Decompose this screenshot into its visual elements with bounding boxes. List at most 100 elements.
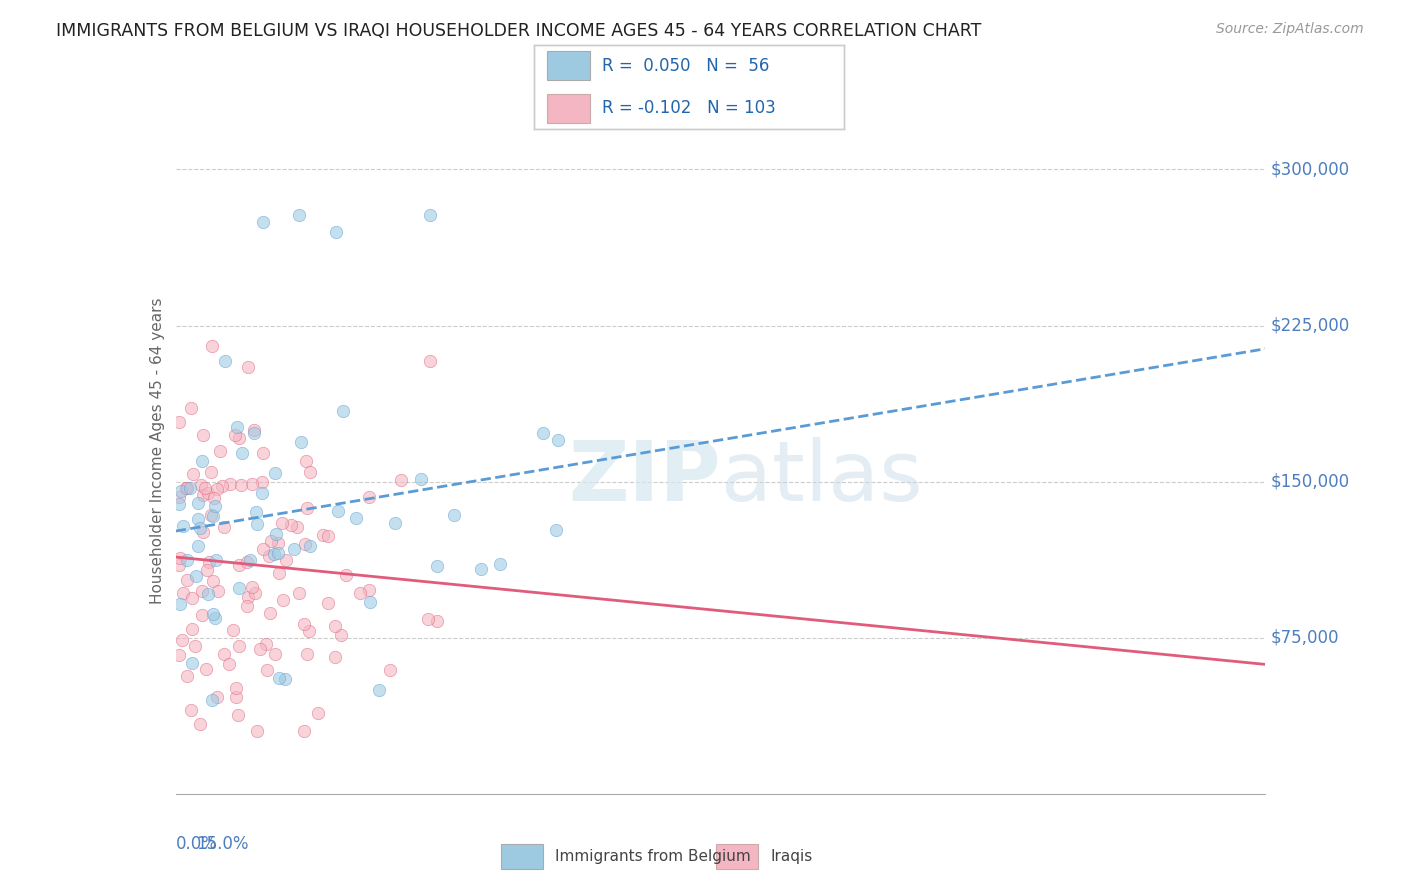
Point xyxy=(172,586,194,600)
Point xyxy=(212,520,235,534)
Point xyxy=(169,497,191,511)
Point xyxy=(250,475,273,490)
Point xyxy=(225,690,247,705)
Text: 0.0%: 0.0% xyxy=(176,835,218,853)
Point xyxy=(207,584,229,599)
Point xyxy=(172,519,194,533)
Text: IMMIGRANTS FROM BELGIUM VS IRAQI HOUSEHOLDER INCOME AGES 45 - 64 YEARS CORRELATI: IMMIGRANTS FROM BELGIUM VS IRAQI HOUSEHO… xyxy=(56,22,981,40)
Point xyxy=(269,566,291,580)
Point xyxy=(249,641,271,656)
Point xyxy=(263,547,285,561)
Point xyxy=(419,354,441,368)
Point xyxy=(359,595,381,609)
Text: R = -0.102   N = 103: R = -0.102 N = 103 xyxy=(602,99,776,117)
Point xyxy=(260,533,283,548)
Point xyxy=(214,354,236,368)
Point xyxy=(169,551,191,566)
Point xyxy=(330,628,353,642)
Point xyxy=(236,591,259,605)
Point xyxy=(208,443,231,458)
Point xyxy=(389,473,412,487)
Point xyxy=(194,662,217,676)
Point xyxy=(176,553,198,567)
Y-axis label: Householder Income Ages 45 - 64 years: Householder Income Ages 45 - 64 years xyxy=(149,297,165,604)
Point xyxy=(195,563,218,577)
Point xyxy=(180,703,202,717)
Point xyxy=(411,472,433,486)
Point xyxy=(380,664,402,678)
Point xyxy=(170,484,193,499)
Point xyxy=(316,529,339,543)
Point xyxy=(246,517,269,532)
Point xyxy=(488,557,510,571)
Point xyxy=(359,583,381,598)
Point xyxy=(187,512,209,526)
Point xyxy=(264,526,287,541)
Point xyxy=(325,225,347,239)
Point xyxy=(546,523,568,537)
Point xyxy=(207,482,229,496)
Point xyxy=(187,496,209,510)
Point xyxy=(259,607,281,621)
Point xyxy=(197,587,219,601)
Point xyxy=(294,537,316,551)
Point xyxy=(416,612,439,626)
Bar xyxy=(547,52,591,80)
Point xyxy=(231,446,253,460)
Point xyxy=(228,558,250,572)
Point xyxy=(236,599,259,614)
Point xyxy=(332,403,354,417)
Point xyxy=(197,485,219,500)
Point xyxy=(176,573,198,587)
Text: $225,000: $225,000 xyxy=(1271,317,1350,334)
Point xyxy=(212,647,235,661)
Point xyxy=(276,552,298,566)
Point xyxy=(228,431,250,445)
Point xyxy=(187,539,209,553)
Point xyxy=(443,508,465,523)
Point xyxy=(246,724,269,739)
Text: $150,000: $150,000 xyxy=(1271,473,1350,491)
Point xyxy=(368,682,391,697)
Point xyxy=(323,619,346,633)
Point xyxy=(190,453,212,467)
Point xyxy=(194,481,217,495)
Point xyxy=(250,486,273,500)
Point xyxy=(357,491,380,505)
Text: $75,000: $75,000 xyxy=(1271,629,1340,647)
Point xyxy=(252,542,274,557)
Point xyxy=(202,508,225,523)
Point xyxy=(240,580,263,594)
Point xyxy=(294,617,316,632)
Point xyxy=(181,467,204,481)
Point xyxy=(201,339,224,353)
Point xyxy=(312,527,335,541)
Point xyxy=(179,481,201,495)
Point xyxy=(254,637,277,651)
Point xyxy=(188,716,211,731)
Point xyxy=(547,434,569,448)
Point xyxy=(198,555,221,569)
Point xyxy=(295,647,318,661)
Point xyxy=(264,647,287,661)
Point xyxy=(245,586,267,600)
Text: $300,000: $300,000 xyxy=(1271,161,1350,178)
Point xyxy=(174,481,197,495)
Point xyxy=(271,593,294,607)
Point xyxy=(170,632,193,647)
Point xyxy=(200,465,222,479)
Point xyxy=(419,208,441,222)
Point xyxy=(238,360,260,375)
Point xyxy=(240,476,263,491)
Point xyxy=(287,586,309,600)
Bar xyxy=(547,94,591,122)
Bar xyxy=(716,844,758,869)
Point xyxy=(218,657,240,671)
Point xyxy=(270,516,292,530)
Point xyxy=(267,536,290,550)
Point xyxy=(211,479,233,493)
Point xyxy=(191,488,214,502)
Point xyxy=(470,562,492,576)
Point xyxy=(316,596,339,610)
Point xyxy=(335,567,357,582)
